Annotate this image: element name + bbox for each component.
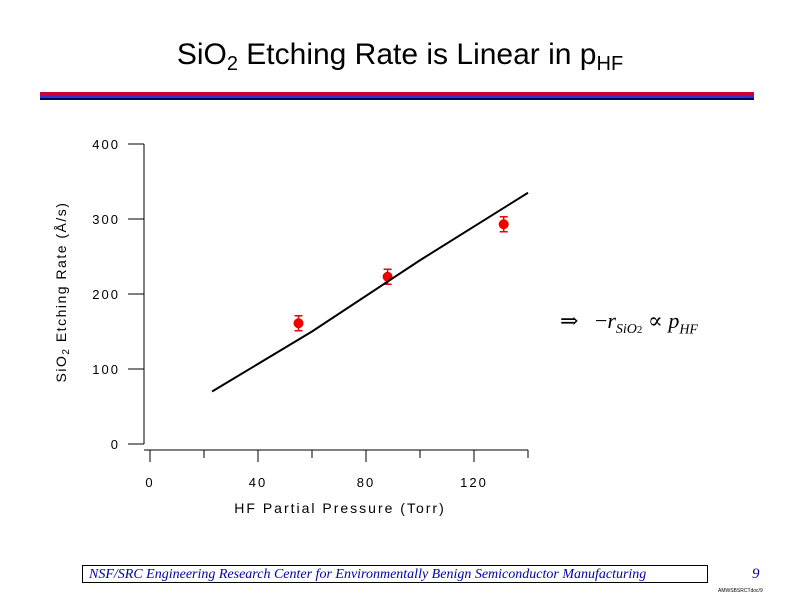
footer-banner: NSF/SRC Engineering Research Center for … [82,565,708,583]
y-label-main: SiO [53,355,69,383]
title-rule-navy [40,98,754,100]
title-rest: Etching Rate is Linear in p [237,38,597,71]
page-number: 9 [752,566,760,582]
y-tick-label: 300 [92,212,120,227]
proportionality-equation: ⇒ −rSiO2 ∝ pHF [560,308,698,338]
document-id: AMWSBSRCTdoc/9 [718,588,763,594]
data-point [498,219,509,230]
proportional-symbol: ∝ [647,308,663,333]
slide-title: SiO2 Etching Rate is Linear in pHF [0,38,800,76]
rate-subsubscript: 2 [636,324,643,337]
pressure-subscript: HF [679,322,698,338]
y-tick-label: 100 [92,362,120,377]
model-fit-line [211,191,529,393]
title-rule-red [40,92,754,95]
x-tick-label: 120 [460,475,488,490]
x-axis-label: HF Partial Pressure (Torr) [234,500,445,516]
rate-symbol: r [607,308,616,333]
implies-arrow: ⇒ [560,308,579,333]
chart-marks [211,191,529,393]
x-tick-label: 40 [249,475,267,490]
y-tick-label: 400 [92,137,120,152]
y-tick-label: 200 [92,287,120,302]
x-tick-label: 0 [145,475,154,490]
title-rule-blue [40,95,754,98]
x-tick-label: 80 [357,475,375,490]
y-axis-label: SiO2 Etching Rate (Å/s) [53,202,72,383]
data-point [293,318,304,329]
title-subscript: 2 [226,53,238,75]
minus-sign: − [594,308,608,333]
y-label-rest: Etching Rate (Å/s) [53,202,69,348]
y-label-sub: 2 [61,348,72,355]
title-subscript-hf: HF [596,53,624,75]
rate-subscript: SiO [615,322,637,338]
y-tick-label: 0 [111,437,120,452]
chart-axes: 0 100 200 300 400 0 40 80 120 [92,137,529,490]
title-main: SiO [176,38,227,71]
pressure-symbol: p [668,308,680,333]
